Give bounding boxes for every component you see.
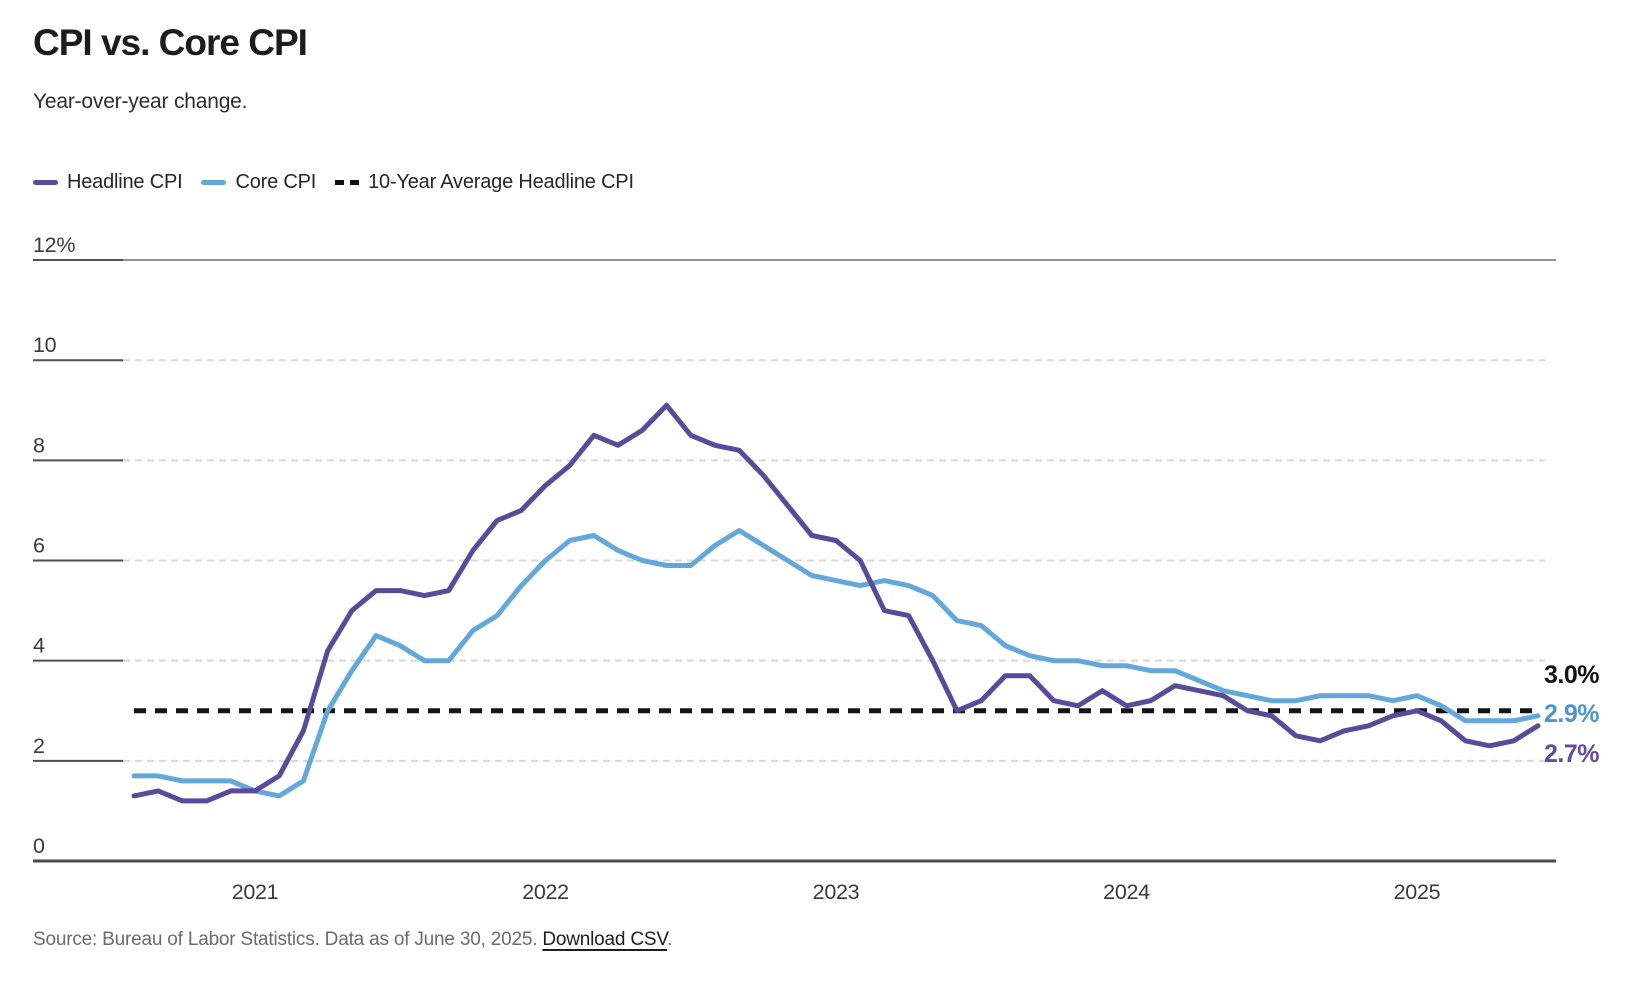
legend-label: Headline CPI [67,171,183,193]
y-axis-label: 4 [33,634,45,658]
core-cpi-swatch-icon [201,180,227,185]
y-axis-label: 8 [33,433,45,457]
end-label-average: 3.0% [1544,661,1599,689]
x-axis-label: 2023 [813,880,860,904]
legend-item-10yr-average: 10-Year Average Headline CPI [335,171,634,194]
source-note: Source: Bureau of Labor Statistics. Data… [33,929,672,951]
source-text-suffix: . [667,929,673,950]
headline-cpi-line [131,402,1541,804]
legend-item-headline-cpi: Headline CPI [33,171,183,194]
x-axis-label: 2022 [522,880,569,904]
dashed-line-swatch-icon [335,180,360,185]
chart-subtitle: Year-over-year change. [33,90,248,113]
legend-item-core-cpi: Core CPI [201,171,316,194]
legend-label: Core CPI [235,171,317,193]
x-axis-label: 2021 [232,880,279,904]
x-axis-label: 2024 [1103,880,1150,904]
y-axis-label: 10 [33,333,57,357]
y-axis-label: 12% [33,233,75,257]
download-csv-link[interactable]: Download CSV [542,929,668,950]
y-axis-label: 2 [33,734,45,758]
x-axis-label: 2025 [1394,880,1441,904]
legend-label: 10-Year Average Headline CPI [368,171,634,193]
end-label-core-cpi: 2.9% [1544,700,1599,728]
core-cpi-line [131,528,1541,799]
page-title: CPI vs. Core CPI [33,22,308,63]
y-axis-label: 6 [33,534,45,558]
source-text: Source: Bureau of Labor Statistics. Data… [33,929,543,950]
end-label-headline-cpi: 2.7% [1544,740,1599,768]
y-axis-label: 0 [33,834,45,858]
legend: Headline CPI Core CPI 10-Year Average He… [33,171,634,194]
headline-cpi-swatch-icon [33,180,58,185]
